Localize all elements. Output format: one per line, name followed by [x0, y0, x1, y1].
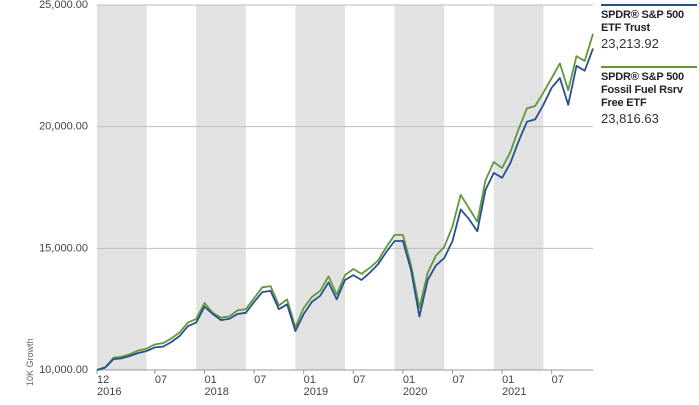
x-tick-label: 07	[353, 374, 365, 386]
x-tick-label: 07	[254, 374, 266, 386]
x-tick-label: 12	[97, 374, 109, 386]
legend-series-name: SPDR® S&P 500 Fossil Fuel Rsrv Free ETF	[601, 71, 697, 110]
shaded-band	[97, 5, 147, 370]
legend-series-value: 23,213.92	[601, 36, 697, 52]
x-tick-year-label: 2019	[304, 386, 328, 398]
legend-series-value: 23,816.63	[601, 111, 697, 127]
x-tick-label: 07	[452, 374, 464, 386]
x-tick-year-label: 2021	[502, 386, 526, 398]
y-axis-ticks: 10,000.00 15,000.00 20,000.00 25,000.00	[39, 0, 88, 376]
shaded-band	[196, 5, 246, 370]
x-tick-label: 07	[155, 374, 167, 386]
x-tick-label: 07	[552, 374, 564, 386]
legend-swatch	[601, 4, 697, 6]
y-tick-label: 10,000.00	[39, 364, 88, 376]
legend-series-name: SPDR® S&P 500 ETF Trust	[601, 9, 697, 35]
x-tick-year-label: 2018	[204, 386, 228, 398]
shaded-band	[494, 5, 544, 370]
x-tick-label: 01	[502, 374, 514, 386]
x-tick-year-label: 2016	[97, 386, 121, 398]
legend-entry-spdr-sp500: SPDR® S&P 500 ETF Trust 23,213.92	[601, 4, 697, 52]
x-tick-label: 01	[204, 374, 216, 386]
shaded-year-bands	[97, 5, 543, 370]
legend-entry-spdr-fossil-free: SPDR® S&P 500 Fossil Fuel Rsrv Free ETF …	[601, 66, 697, 127]
y-tick-label: 20,000.00	[39, 121, 88, 133]
y-tick-label: 15,000.00	[39, 242, 88, 254]
x-tick-label: 01	[304, 374, 316, 386]
y-tick-label: 25,000.00	[39, 0, 88, 11]
legend-swatch	[601, 66, 697, 68]
x-tick-label: 01	[403, 374, 415, 386]
x-tick-year-label: 2020	[403, 386, 427, 398]
y-axis-label: 10K Growth	[25, 338, 35, 386]
